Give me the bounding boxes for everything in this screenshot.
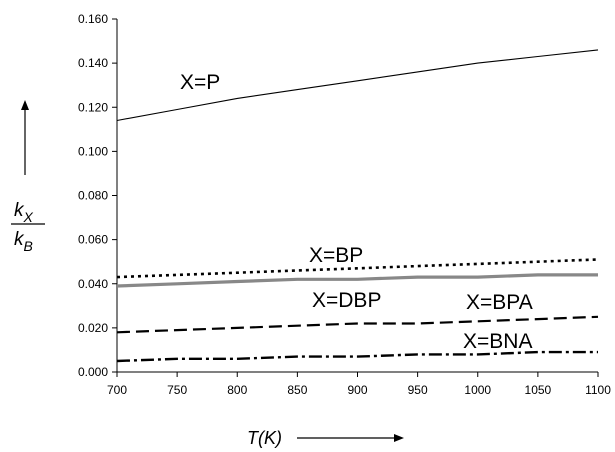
ylabel-numerator: kX [14, 200, 34, 225]
x-tick-label: 1100 [585, 383, 611, 397]
series-label-p: X=P [180, 71, 220, 94]
y-tick-label: 0.000 [78, 365, 108, 379]
x-axis-arrow-head [394, 434, 404, 442]
y-tick-label: 0.100 [78, 144, 108, 158]
x-tick-label: 1000 [464, 383, 491, 397]
series-line-x-bp [116, 258, 599, 279]
x-tick-label: 950 [408, 383, 428, 397]
series-label-bna: X=BNA [463, 330, 532, 353]
y-tick-label: 0.060 [78, 233, 108, 247]
series-label-bp: X=BP [309, 244, 363, 267]
x-tick-label: 800 [227, 383, 247, 397]
x-tick-label: 750 [167, 383, 187, 397]
series-layer [116, 49, 599, 363]
series-label-bpa: X=BPA [466, 291, 533, 314]
y-axis-label: kX kB [11, 100, 45, 254]
series-line-x-bna [116, 350, 598, 363]
x-tick-label: 700 [107, 383, 127, 397]
y-tick-label: 0.080 [78, 189, 108, 203]
x-tick-label: 1050 [525, 383, 552, 397]
y-axis-arrow-head [21, 100, 29, 110]
series-line-x-p [116, 49, 599, 122]
series-line-x-dbp [116, 273, 598, 288]
axes: 0.000 0.020 0.040 0.060 0.080 0.100 0.120 0.140… [78, 12, 611, 397]
series-labels: X=P X=BP X=DBP X=BPA X=BNA [180, 71, 533, 353]
xlabel-text: T(K) [247, 428, 282, 448]
y-tick-label: 0.020 [78, 321, 108, 335]
y-tick-label: 0.160 [78, 12, 108, 26]
x-tick-label: 900 [347, 383, 367, 397]
series-label-dbp: X=DBP [312, 289, 381, 312]
y-tick-label: 0.140 [78, 56, 108, 70]
ylabel-denominator: kB [14, 229, 33, 254]
y-tick-label: 0.040 [78, 277, 108, 291]
series-line-x-bpa [116, 315, 599, 334]
y-tick-label: 0.120 [78, 100, 108, 114]
x-tick-label: 850 [287, 383, 307, 397]
x-axis-label: T(K) [247, 428, 404, 448]
